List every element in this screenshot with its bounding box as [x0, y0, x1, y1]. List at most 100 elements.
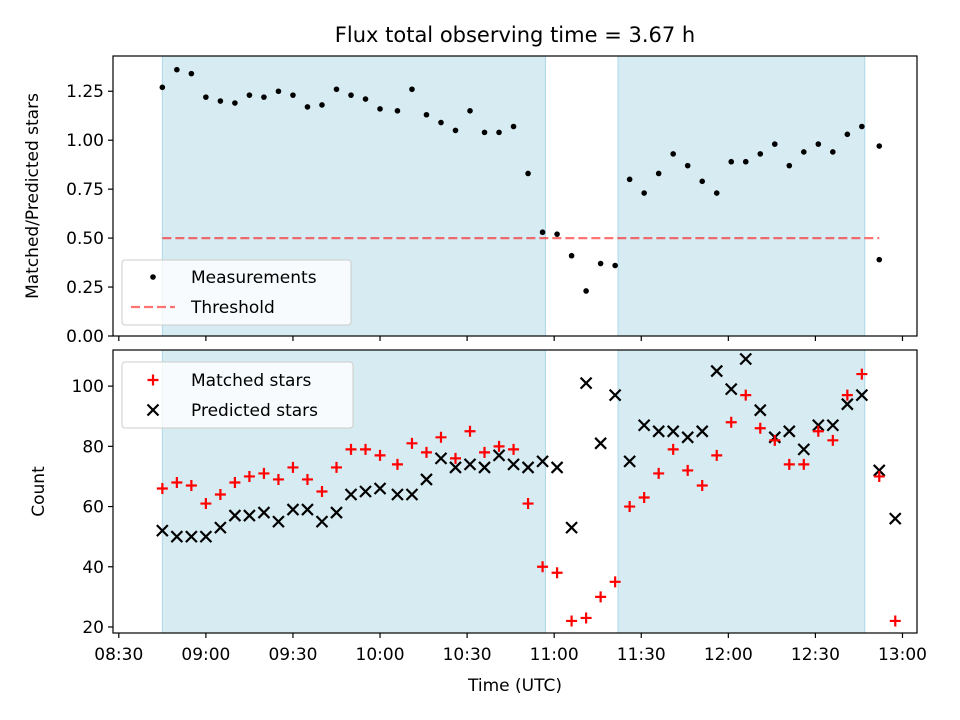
matched-star-point	[464, 425, 476, 437]
measurement-point	[481, 129, 488, 136]
measurement-point	[232, 100, 238, 106]
predicted-star-point	[373, 482, 387, 495]
predicted-star-point	[623, 455, 636, 468]
matched-star-point	[551, 567, 563, 579]
top-panel: 0.00 0.25 0.50 0.75 1.00 1.25 Matched/Predict…	[23, 55, 918, 347]
predicted-star-point	[214, 521, 227, 534]
predicted-star-point	[841, 397, 854, 411]
predicted-star-point	[228, 509, 242, 522]
top-legend: Measurements Threshold	[121, 259, 352, 326]
predicted-star-point	[507, 458, 520, 471]
matched-star-point	[580, 612, 592, 624]
measurement-point	[655, 170, 662, 177]
y-tick-label: 0.25	[66, 278, 104, 298]
measurement-point	[348, 92, 354, 98]
x-tick-label: 10:00	[356, 645, 405, 665]
matched-star-point	[609, 576, 621, 588]
top-measurement-points	[159, 66, 883, 294]
measurement-point	[319, 102, 325, 108]
x-tick-label: 13:00	[878, 645, 927, 665]
predicted-star-point	[565, 521, 578, 534]
predicted-star-point	[257, 506, 271, 519]
matched-star-point	[479, 446, 491, 458]
measurement-point	[333, 86, 340, 93]
matched-star-point	[889, 615, 901, 627]
measurement-point	[670, 151, 676, 157]
legend-label-matched: Matched stars	[191, 371, 311, 391]
measurement-point	[394, 108, 401, 114]
y-tick-label: 20	[82, 618, 104, 638]
measurement-point	[539, 229, 546, 236]
matched-star-point	[783, 458, 795, 470]
predicted-star-point	[783, 425, 796, 438]
measurement-point	[757, 151, 764, 157]
predicted-star-point	[315, 515, 329, 528]
bottom-y-axis-label: Count	[29, 466, 49, 517]
top-x-ticks	[118, 336, 904, 341]
predicted-star-point	[359, 485, 372, 498]
predicted-star-point	[872, 464, 886, 477]
measurement-point	[496, 129, 502, 136]
measurement-point	[713, 190, 720, 196]
predicted-star-point	[420, 473, 433, 486]
measurement-point	[626, 176, 633, 183]
x-tick-label: 09:30	[268, 645, 317, 665]
y-tick-label: 0.50	[66, 229, 104, 249]
predicted-star-point	[199, 530, 213, 543]
measurement-point	[684, 162, 691, 169]
matched-star-point	[316, 486, 328, 497]
shaded-interval	[618, 56, 865, 336]
measurement-point	[510, 123, 517, 130]
matched-star-point	[769, 434, 781, 446]
y-tick-label: 1.00	[66, 131, 104, 151]
top-shaded-intervals	[161, 56, 866, 336]
predicted-star-point	[797, 443, 811, 456]
predicted-star-point	[666, 425, 680, 438]
predicted-star-point	[888, 512, 902, 525]
bottom-x-axis: 08:30 09:00 09:30 10:00 10:30 11:00 11:30 12:00…	[94, 633, 927, 665]
matched-star-point	[873, 470, 885, 482]
predicted-star-point	[594, 437, 607, 450]
bottom-legend: Matched stars Predicted stars	[121, 361, 354, 429]
top-y-axis-label: Matched/Predicted stars	[23, 93, 43, 299]
predicted-star-point	[344, 488, 358, 501]
predicted-star-point	[185, 530, 198, 543]
matched-star-point	[330, 461, 342, 473]
measurement-point	[859, 123, 865, 130]
matched-star-point	[435, 431, 447, 443]
predicted-star-point	[243, 509, 256, 522]
bottom-y-axis: 20 40 60 80 100	[72, 377, 113, 638]
measurement-point	[438, 119, 444, 126]
bottom-panel-frame	[112, 349, 918, 634]
measurement-point	[612, 262, 618, 269]
y-tick-label: 40	[82, 558, 104, 578]
y-tick-label: 0.00	[66, 327, 104, 347]
predicted-star-point	[521, 461, 535, 474]
predicted-star-point	[550, 461, 564, 474]
measurement-point	[786, 162, 793, 169]
predicted-star-point	[405, 488, 419, 501]
matched-star-point	[406, 437, 418, 449]
matched-star-point	[420, 446, 432, 458]
matched-star-point	[740, 389, 752, 401]
matched-star-point	[827, 434, 839, 446]
predicted-star-point	[391, 488, 404, 501]
matched-star-point	[156, 482, 168, 494]
chart-title: Flux total observing time = 3.67 h	[335, 23, 695, 47]
x-tick-label: 12:00	[704, 645, 753, 665]
measurement-point	[217, 98, 224, 104]
matched-star-point	[725, 416, 737, 428]
matched-star-point	[374, 449, 386, 461]
measurement-point	[742, 158, 749, 165]
predicted-star-point	[286, 503, 300, 516]
predicted-star-point	[156, 524, 169, 537]
measurement-point	[290, 92, 296, 98]
predicted-star-point	[812, 418, 825, 432]
predicted-star-point	[449, 461, 462, 474]
measurement-point	[583, 288, 589, 294]
x-tick-label: 11:00	[530, 645, 579, 665]
top-panel-frame	[112, 55, 918, 337]
y-tick-label: 100	[72, 377, 104, 397]
predicted-star-point	[330, 506, 343, 519]
legend-frame	[121, 259, 352, 326]
